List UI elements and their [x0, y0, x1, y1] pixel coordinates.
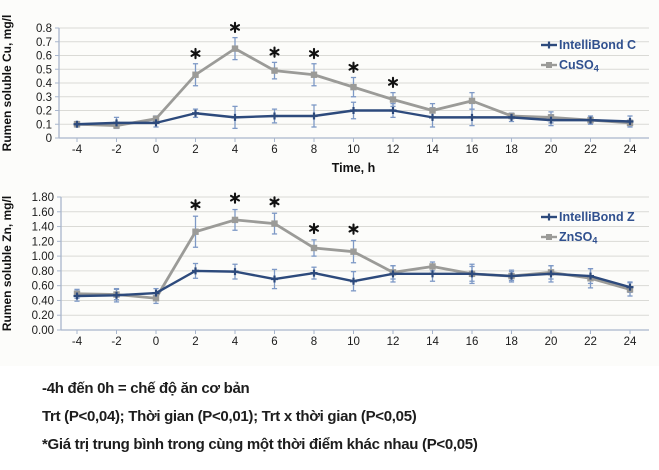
y-tick-label: 0.8 — [36, 23, 52, 35]
legend-square-marker-icon — [546, 62, 552, 68]
series-intellibond-z — [73, 267, 634, 300]
y-tick-label: 0.2 — [36, 106, 52, 118]
significance-asterisk-icons — [190, 192, 359, 235]
x-tick-label: 24 — [624, 336, 637, 348]
square-marker-icon — [429, 107, 436, 114]
square-marker-icon — [192, 71, 199, 78]
y-tick-label: 0.7 — [36, 37, 52, 49]
legend: IntelliBond C CuSO4 — [541, 38, 636, 74]
x-tick-label: 14 — [426, 144, 439, 156]
square-marker-icon — [310, 71, 318, 78]
x-tick-label: 20 — [545, 144, 558, 156]
y-tick-label: 0.80 — [32, 266, 54, 278]
square-marker-icon — [271, 67, 278, 74]
square-marker-icon — [231, 216, 239, 224]
y-tick-label: 0.40 — [32, 295, 54, 307]
square-marker-icon — [271, 220, 278, 227]
legend-square-marker-icon — [546, 234, 552, 240]
x-tick-label: 0 — [153, 144, 159, 156]
x-tick-label: 0 — [153, 336, 159, 348]
legend: IntelliBond Z ZnSO4 — [541, 210, 635, 246]
x-tick-label: 6 — [271, 336, 277, 348]
x-tick-label: 8 — [311, 336, 317, 348]
x-tick-label: 10 — [347, 144, 360, 156]
x-tick-label: 14 — [426, 336, 439, 348]
x-tick-label: 16 — [466, 336, 479, 348]
y-tick-label: 0.4 — [36, 78, 53, 90]
y-tick-label: 1.40 — [32, 222, 54, 234]
note-basal-diet: -4h đến 0h = chế độ ăn cơ bản — [42, 380, 250, 397]
square-marker-icon — [350, 248, 357, 255]
x-tick-label: 16 — [466, 144, 479, 156]
y-axis-label: Rumen soluble Cu, mg/l — [0, 15, 14, 152]
y-tick-label: 0.6 — [36, 51, 52, 63]
legend-label: CuSO4 — [559, 58, 599, 74]
note-significance: *Giá trị trung bình trong cùng một thời … — [42, 436, 478, 453]
rumen-soluble-cu-chart: 00.10.20.30.40.50.60.70.8-4 -2 0 2 4 6 8 10 12 14… — [0, 15, 649, 175]
y-tick-label: 0.20 — [32, 310, 54, 322]
y-tick-label: 0.00 — [32, 325, 54, 337]
axes: 0.00 0.20 0.40 0.60 0.80 1.00 1.20 1.40 1.60 1.80… — [32, 192, 649, 348]
y-tick-label: 1.60 — [32, 207, 54, 219]
y-tick-label: 1.00 — [32, 251, 54, 263]
y-tick-label: 0.60 — [32, 281, 54, 293]
error-bars — [74, 208, 633, 305]
x-tick-label: -4 — [72, 144, 83, 156]
square-marker-icon — [429, 263, 436, 270]
y-tick-label: 0.1 — [36, 119, 52, 131]
y-tick-label: 1.80 — [32, 192, 54, 204]
rumen-soluble-zn-chart: 0.00 0.20 0.40 0.60 0.80 1.00 1.20 1.40 1.60 1.80… — [0, 192, 649, 348]
x-tick-label: -2 — [111, 336, 121, 348]
square-marker-icon — [192, 228, 199, 235]
square-marker-icon — [152, 115, 160, 122]
x-tick-label: 4 — [232, 336, 239, 348]
x-tick-label: 12 — [387, 144, 400, 156]
x-axis-label: Time, h — [332, 161, 376, 175]
y-tick-label: 1.20 — [32, 236, 54, 248]
note-statistics: Trt (P<0,04); Thời gian (P<0,01); Trt x … — [42, 408, 417, 425]
x-tick-label: -2 — [111, 144, 121, 156]
x-tick-label: 2 — [192, 336, 198, 348]
figure-notes: -4h đến 0h = chế độ ăn cơ bản Trt (P<0,0… — [0, 366, 659, 454]
y-tick-label: 0.3 — [36, 92, 52, 104]
square-marker-icon — [152, 295, 160, 302]
y-tick-label: 0 — [46, 133, 52, 145]
x-tick-label: 18 — [505, 144, 518, 156]
x-tick-label: 12 — [387, 336, 400, 348]
axes: 00.10.20.30.40.50.60.70.8-4 -2 0 2 4 6 8 10 12 14… — [36, 23, 649, 156]
x-tick-label: 2 — [192, 144, 198, 156]
square-marker-icon — [231, 45, 239, 52]
x-tick-label: 8 — [311, 144, 317, 156]
significance-asterisk-icons — [190, 21, 399, 89]
x-tick-label: 18 — [505, 336, 518, 348]
x-tick-label: 6 — [271, 144, 277, 156]
x-tick-label: 22 — [584, 144, 597, 156]
square-marker-icon — [310, 244, 318, 252]
x-tick-label: 20 — [545, 336, 558, 348]
x-tick-label: 10 — [347, 336, 360, 348]
x-tick-label: 4 — [232, 144, 239, 156]
x-tick-label: 22 — [584, 336, 597, 348]
charts-figure: 0 0.1 0.2 0.3 0.4 0.5 0.6 0.7 0.8 -4 -2 0 2 4 6 8 10 12 14… — [0, 14, 649, 348]
x-tick-label: -4 — [72, 336, 83, 348]
legend-label: IntelliBond Z — [559, 210, 635, 224]
square-marker-icon — [350, 83, 357, 91]
square-marker-icon — [468, 97, 476, 105]
legend-label: ZnSO4 — [559, 230, 597, 246]
series-intellibond-c — [73, 107, 634, 128]
y-tick-label: 0.5 — [36, 64, 52, 76]
x-tick-label: 24 — [624, 144, 637, 156]
legend-label: IntelliBond C — [559, 38, 636, 52]
y-axis-label: Rumen soluble Zn, mg/l — [0, 196, 14, 331]
square-marker-icon — [389, 96, 397, 103]
